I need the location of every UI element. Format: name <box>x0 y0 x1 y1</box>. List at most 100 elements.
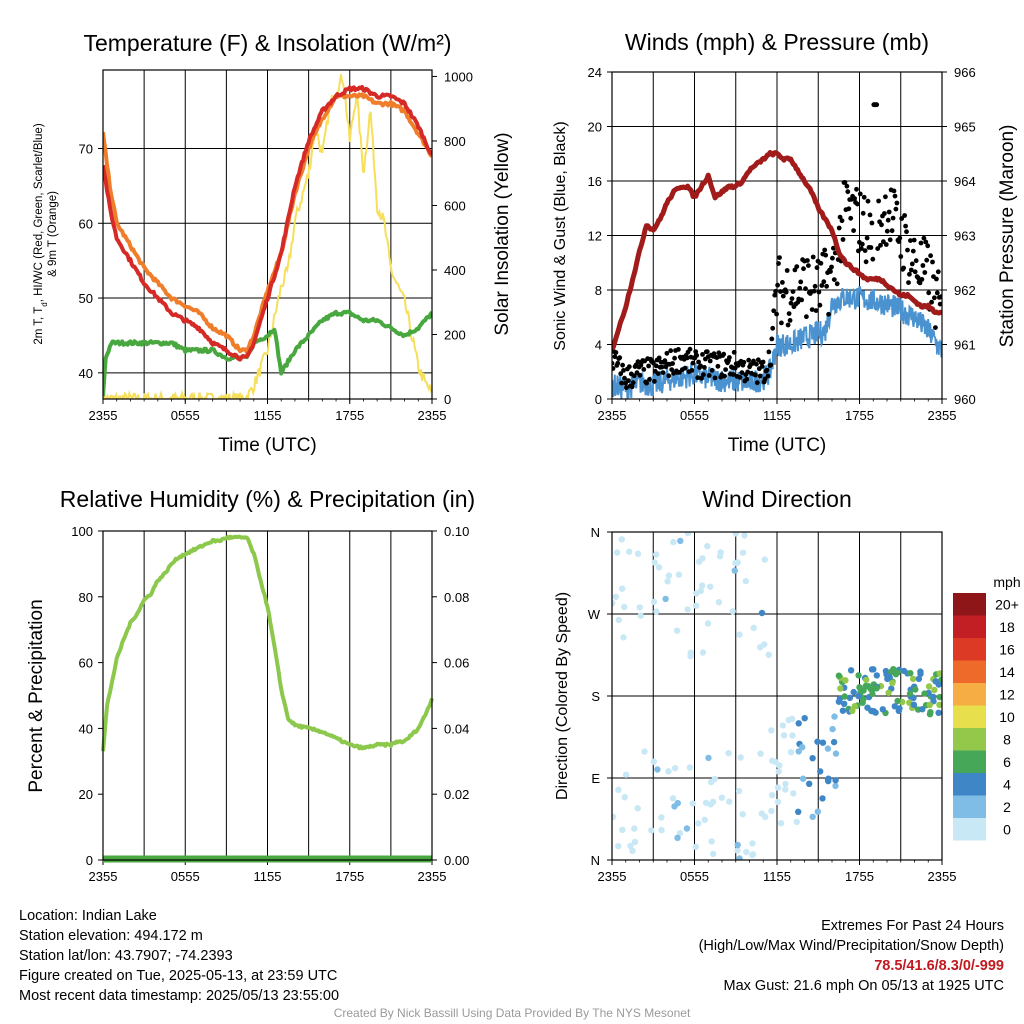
gust-point <box>660 370 666 375</box>
gust-point <box>858 246 864 251</box>
direction-point <box>737 754 744 761</box>
y-tick-label: 60 <box>79 216 93 231</box>
colorbar-swatch <box>953 638 986 661</box>
direction-point <box>749 840 756 847</box>
gust-point <box>909 261 915 267</box>
direction-point <box>653 608 660 615</box>
x-tick-label: 1755 <box>335 869 364 884</box>
gust-point <box>878 242 883 248</box>
direction-point <box>814 808 821 815</box>
direction-point <box>739 811 746 818</box>
direction-point <box>704 543 711 550</box>
x-tick-label: 2355 <box>89 869 118 884</box>
colorbar-label: 4 <box>1003 776 1011 792</box>
gust-point <box>789 296 795 301</box>
gust-point <box>786 311 792 316</box>
y-tick-label: 40 <box>79 366 93 381</box>
y2-tick-label: 960 <box>954 392 976 407</box>
direction-point <box>931 686 938 694</box>
gust-point <box>757 373 763 379</box>
direction-point <box>829 725 836 733</box>
direction-point <box>776 762 783 769</box>
gust-point <box>770 325 776 331</box>
gust-point <box>780 280 785 285</box>
direction-point <box>709 798 717 805</box>
x-tick-label: 1155 <box>254 408 282 423</box>
direction-point <box>906 690 914 697</box>
gust-point <box>631 373 637 379</box>
gust-point <box>837 214 843 220</box>
direction-point <box>917 670 924 678</box>
direction-point <box>793 818 800 826</box>
direction-point <box>819 739 827 746</box>
plot-border <box>611 71 943 400</box>
direction-point <box>673 627 681 634</box>
colorbar-swatch <box>953 705 986 728</box>
gust-point <box>701 372 706 378</box>
colorbar-label: 12 <box>999 686 1015 702</box>
direction-point <box>894 697 901 705</box>
direction-point <box>850 688 857 696</box>
gust-point <box>668 348 674 354</box>
y2-tick-label: 200 <box>444 327 466 342</box>
max-gust-text: Max Gust: 21.6 mph On 05/13 at 1925 UTC <box>723 978 1004 994</box>
gust-point <box>804 314 809 320</box>
gust-point <box>779 320 784 326</box>
direction-point <box>835 698 843 705</box>
y2-axis-label: Station Pressure (Maroon) <box>997 125 1018 348</box>
direction-point <box>655 564 663 571</box>
direction-point <box>868 666 876 673</box>
direction-point <box>631 838 639 846</box>
gust-point <box>670 361 675 366</box>
series-station-pressure <box>612 150 942 351</box>
direction-point <box>787 749 795 756</box>
y-tick-label: 8 <box>595 283 602 298</box>
gust-point <box>702 365 707 370</box>
series-9m-t <box>103 92 432 355</box>
direction-point <box>809 813 816 820</box>
gust-point <box>919 277 925 282</box>
x-tick-label: 0555 <box>680 408 709 423</box>
y-tick-label: 12 <box>588 229 602 244</box>
direction-point <box>687 652 694 660</box>
direction-point <box>819 795 826 802</box>
gust-point <box>711 351 717 357</box>
direction-point <box>654 766 661 773</box>
panel-title: Relative Humidity (%) & Precipitation (i… <box>60 486 475 512</box>
gust-point <box>875 246 881 252</box>
direction-point <box>637 612 644 619</box>
y-tick-label: S <box>591 689 600 704</box>
y2-tick-label: 965 <box>954 120 976 135</box>
direction-point <box>620 634 627 641</box>
gust-point <box>656 355 662 361</box>
gust-point <box>621 368 626 373</box>
gust-point <box>744 376 750 382</box>
direction-point <box>622 771 630 778</box>
direction-point <box>762 813 769 821</box>
direction-point <box>841 700 848 707</box>
gust-point <box>836 225 842 231</box>
direction-point <box>782 780 789 788</box>
direction-point <box>799 744 806 751</box>
direction-point <box>743 848 750 856</box>
gust-point <box>867 212 873 218</box>
direction-point <box>925 683 933 690</box>
direction-point <box>715 599 723 606</box>
direction-point <box>612 593 620 600</box>
gust-point <box>651 360 656 366</box>
gust-point <box>655 371 661 376</box>
direction-point <box>739 549 747 556</box>
credit-line: Created By Nick Bassill Using Data Provi… <box>333 1006 691 1020</box>
direction-point <box>726 798 733 805</box>
direction-point <box>872 709 879 716</box>
gust-point <box>821 279 827 285</box>
panel-title: Temperature (F) & Insolation (W/m²) <box>83 30 451 56</box>
gust-point <box>889 228 895 234</box>
x-axis-label: Time (UTC) <box>728 435 827 456</box>
gust-point <box>859 241 865 247</box>
gust-point <box>842 180 848 185</box>
gust-point <box>886 209 892 215</box>
gust-point <box>687 346 693 352</box>
direction-point <box>732 532 739 537</box>
gust-point <box>910 248 916 254</box>
